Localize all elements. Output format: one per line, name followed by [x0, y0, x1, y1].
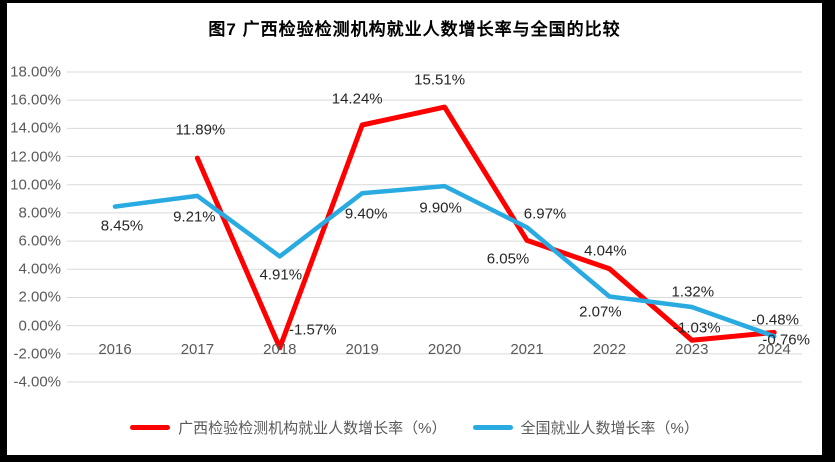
data-label: 15.51% [414, 71, 466, 89]
legend-swatch-national-blue-line [472, 424, 513, 430]
data-label: 4.91% [259, 266, 303, 284]
y-tick-label: 14.00% [10, 119, 61, 137]
chart-legend: 广西检验检测机构就业人数增长率（%） 全国就业人数增长率（%） [7, 415, 822, 439]
x-tick-label: 2016 [98, 341, 132, 358]
data-label: -0.76% [762, 331, 810, 349]
data-label: 2.07% [579, 303, 622, 321]
data-label: 9.40% [344, 205, 388, 223]
data-label: -1.03% [673, 319, 721, 337]
x-tick-label: 2019 [345, 341, 379, 358]
y-tick-label: 12.00% [10, 148, 61, 166]
legend-label-guangxi: 广西检验检测机构就业人数增长率（%） [178, 419, 447, 437]
data-label: 14.24% [331, 90, 383, 108]
legend-item-national: 全国就业人数增长率（%） [472, 417, 699, 438]
y-tick-label: 6.00% [18, 232, 61, 250]
data-label: 6.97% [523, 205, 567, 223]
y-tick-label: 10.00% [10, 176, 61, 194]
legend-label-national: 全国就业人数增长率（%） [520, 419, 699, 437]
y-tick-label: 16.00% [10, 91, 61, 109]
data-label: -1.57% [289, 321, 337, 339]
chart-panel: 图7 广西检验检测机构就业人数增长率与全国的比较 18.00% 16.00% 14.… [7, 3, 822, 455]
y-tick-label: 18.00% [10, 63, 61, 81]
data-label: 1.32% [671, 283, 715, 301]
data-label: -0.48% [751, 311, 799, 329]
data-label: 11.89% [175, 121, 226, 139]
data-label: 8.45% [100, 217, 144, 235]
data-label: 9.90% [419, 199, 462, 217]
y-tick-label: -4.00% [13, 373, 61, 391]
y-tick-label: 0.00% [18, 317, 61, 335]
x-tick-label: 2021 [510, 341, 544, 358]
y-tick-label: 4.00% [18, 260, 61, 278]
plot-area [67, 71, 802, 383]
legend-swatch-guangxi-red-line [130, 424, 171, 430]
x-tick-label: 2017 [180, 341, 215, 358]
series-line-national [112, 183, 777, 339]
y-tick-label: -2.00% [13, 345, 61, 363]
x-tick-label: 2018 [263, 341, 297, 358]
x-tick-label: 2023 [675, 341, 709, 358]
series-line-guangxi [194, 104, 777, 351]
legend-item-guangxi: 广西检验检测机构就业人数增长率（%） [130, 417, 447, 438]
y-tick-label: 8.00% [18, 204, 61, 222]
data-label: 6.05% [486, 250, 530, 268]
x-tick-label: 2024 [757, 341, 791, 358]
data-label: 9.21% [173, 208, 216, 226]
x-tick-label: 2020 [427, 341, 462, 358]
chart-title: 图7 广西检验检测机构就业人数增长率与全国的比较 [208, 20, 621, 39]
x-tick-label: 2022 [592, 341, 627, 358]
y-tick-label: 2.00% [18, 288, 61, 306]
data-label: 4.04% [584, 242, 627, 260]
